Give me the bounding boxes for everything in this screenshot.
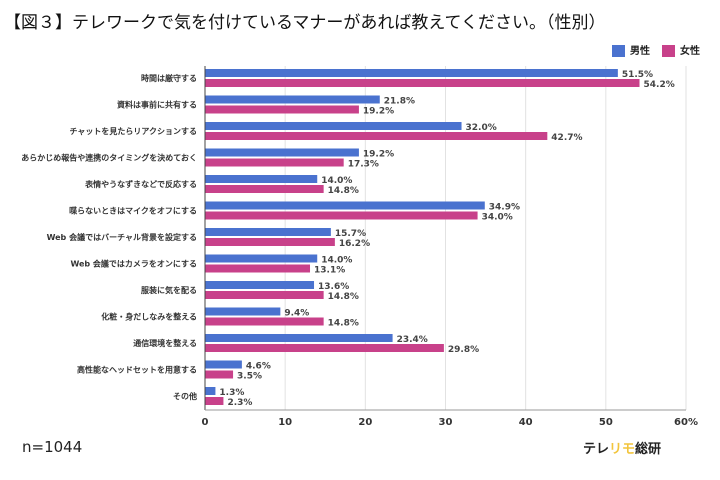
bar-male bbox=[205, 95, 380, 104]
legend-label-female: 女性 bbox=[680, 46, 700, 57]
category-label: 高性能なヘッドセットを用意する bbox=[77, 365, 197, 375]
bar-male bbox=[205, 201, 485, 210]
data-label: 32.0% bbox=[466, 123, 497, 133]
data-label: 4.6% bbox=[246, 362, 271, 372]
category-label: Web 会議ではカメラをオンにする bbox=[70, 259, 197, 269]
bar-female bbox=[205, 132, 548, 140]
data-label: 17.3% bbox=[348, 160, 379, 170]
bar-female bbox=[205, 291, 324, 299]
bar-female bbox=[205, 79, 640, 87]
category-label: 通信環境を整える bbox=[133, 338, 197, 348]
category-label: 服装に気を配る bbox=[141, 285, 197, 295]
legend: 男性 女性 bbox=[612, 42, 700, 57]
data-label: 14.0% bbox=[321, 256, 352, 266]
category-label: 時間は厳守する bbox=[141, 73, 197, 83]
bar-female bbox=[205, 344, 444, 352]
category-label: 表情やうなずきなどで反応する bbox=[84, 179, 197, 189]
legend-swatch-male bbox=[612, 45, 625, 57]
data-label: 34.9% bbox=[489, 203, 520, 213]
data-label: 23.4% bbox=[397, 335, 428, 345]
bar-male bbox=[205, 281, 315, 289]
bar-male bbox=[205, 360, 242, 369]
data-label: 19.2% bbox=[363, 150, 394, 160]
data-label: 14.0% bbox=[321, 176, 352, 186]
x-tick-label: 60% bbox=[674, 417, 698, 428]
x-tick-label: 40 bbox=[519, 417, 533, 428]
bar-male bbox=[205, 69, 618, 77]
data-label: 51.5% bbox=[622, 70, 653, 80]
legend-swatch-female bbox=[662, 45, 675, 57]
data-label: 21.8% bbox=[384, 97, 415, 107]
category-label: 資料は事前に共有する bbox=[117, 100, 197, 110]
bar-male bbox=[205, 254, 318, 263]
category-label: Web 会議ではバーチャル背景を設定する bbox=[47, 232, 197, 242]
data-label: 16.2% bbox=[339, 239, 370, 249]
bar-female bbox=[205, 264, 311, 273]
data-label: 3.5% bbox=[237, 372, 262, 382]
data-label: 14.8% bbox=[328, 292, 359, 302]
data-label: 13.1% bbox=[314, 266, 345, 276]
bar-female bbox=[205, 397, 224, 405]
data-label: 34.0% bbox=[482, 213, 513, 223]
x-tick-label: 50 bbox=[599, 417, 613, 428]
logo: テレリモ総研 bbox=[583, 442, 662, 457]
category-label: あらかじめ報告や連携のタイミングを決めておく bbox=[21, 153, 197, 163]
category-label: 喋らないときはマイクをオフにする bbox=[69, 206, 197, 216]
data-label: 54.2% bbox=[644, 80, 675, 90]
x-tick-label: 0 bbox=[202, 417, 209, 428]
bar-male bbox=[205, 307, 281, 316]
data-label: 19.2% bbox=[363, 107, 394, 117]
bar-male bbox=[205, 175, 318, 183]
category-label: 化粧・身だしなみを整える bbox=[101, 312, 197, 322]
bar-female bbox=[205, 105, 359, 114]
legend-item-female: 女性 bbox=[662, 42, 700, 57]
data-label: 42.7% bbox=[551, 133, 582, 143]
category-label: その他 bbox=[173, 391, 197, 401]
data-label: 2.3% bbox=[227, 398, 252, 408]
x-tick-label: 10 bbox=[278, 417, 292, 428]
bar-male bbox=[205, 387, 216, 395]
data-label: 13.6% bbox=[318, 282, 349, 292]
data-label: 29.8% bbox=[448, 345, 479, 355]
legend-item-male: 男性 bbox=[612, 42, 650, 57]
bar-male bbox=[205, 334, 393, 342]
x-tick-label: 20 bbox=[358, 417, 372, 428]
data-label: 9.4% bbox=[284, 309, 309, 319]
data-label: 14.8% bbox=[328, 186, 359, 196]
data-label: 15.7% bbox=[335, 229, 366, 239]
data-label: 1.3% bbox=[219, 388, 244, 398]
x-tick-label: 30 bbox=[439, 417, 453, 428]
bar-female bbox=[205, 185, 324, 193]
bar-female bbox=[205, 238, 335, 246]
bar-male bbox=[205, 148, 359, 157]
bar-female bbox=[205, 211, 478, 220]
bar-female bbox=[205, 317, 324, 326]
bar-male bbox=[205, 228, 331, 236]
bar-female bbox=[205, 158, 344, 167]
category-label: チャットを見たらリアクションする bbox=[69, 126, 197, 136]
bar-female bbox=[205, 370, 234, 379]
data-label: 14.8% bbox=[328, 319, 359, 329]
chart-title: 【図３】テレワークで気を付けているマナーがあれば教えてください。（性別） bbox=[4, 13, 606, 33]
bar-male bbox=[205, 122, 462, 130]
legend-label-male: 男性 bbox=[630, 46, 650, 57]
sample-size: n=1044 bbox=[22, 438, 83, 456]
